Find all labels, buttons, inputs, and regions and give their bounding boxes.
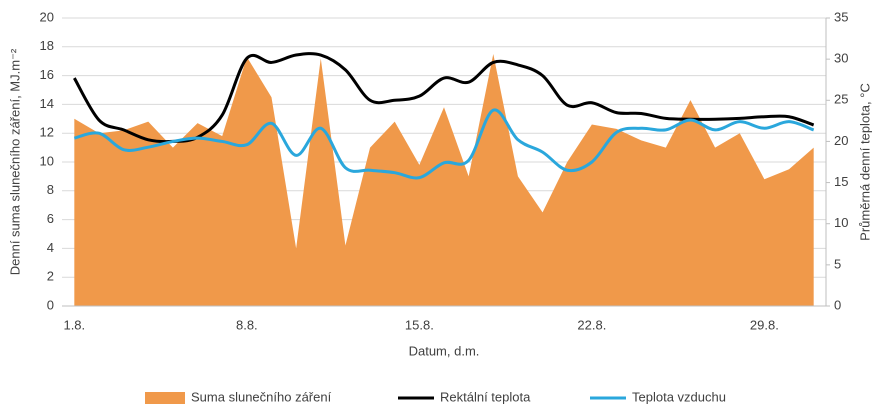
- y-tick-label: 20: [40, 9, 54, 24]
- y-tick-label: 18: [40, 38, 54, 53]
- legend-label: Teplota vzduchu: [632, 389, 726, 404]
- y2-tick-label: 35: [834, 9, 848, 24]
- y2-tick-label: 20: [834, 133, 848, 148]
- legend-label: Suma slunečního záření: [191, 389, 332, 404]
- line: [73, 108, 815, 180]
- area: [74, 54, 814, 306]
- y-axis-title: Denní suma slunečního záření, MJ.m⁻²: [7, 48, 22, 275]
- y2-tick-label: 0: [834, 297, 841, 312]
- y-tick-label: 10: [40, 153, 54, 168]
- legend-swatch: [145, 392, 185, 404]
- y-tick-label: 4: [47, 240, 54, 255]
- x-tick-label: 8.8.: [236, 317, 258, 332]
- y2-tick-label: 5: [834, 256, 841, 271]
- x-axis-title: Datum, d.m.: [409, 343, 480, 358]
- y2-tick-label: 25: [834, 92, 848, 107]
- x-tick-label: 1.8.: [63, 317, 85, 332]
- y-tick-label: 0: [47, 297, 54, 312]
- y-tick-label: 2: [47, 269, 54, 284]
- y2-tick-label: 10: [834, 215, 848, 230]
- y2-axis-title: Průměrná denní teplota, °C: [857, 83, 872, 241]
- y-tick-label: 8: [47, 182, 54, 197]
- y-tick-label: 6: [47, 211, 54, 226]
- x-tick-label: 22.8.: [577, 317, 606, 332]
- y-tick-label: 16: [40, 67, 54, 82]
- y2-tick-label: 15: [834, 174, 848, 189]
- x-tick-label: 15.8.: [405, 317, 434, 332]
- y2-tick-label: 30: [834, 51, 848, 66]
- legend-label: Rektální teplota: [440, 389, 531, 404]
- y-tick-label: 14: [40, 96, 54, 111]
- y-tick-label: 12: [40, 125, 54, 140]
- x-tick-label: 29.8.: [750, 317, 779, 332]
